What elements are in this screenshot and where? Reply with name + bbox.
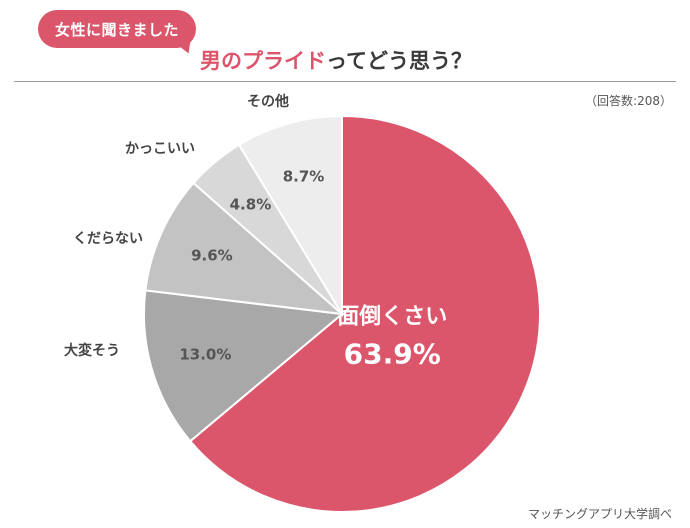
chart-title: 男のプライドってどう思う？: [200, 45, 472, 75]
badge-text: 女性に聞きました: [54, 20, 179, 39]
slice-label-cool: かっこいい: [125, 141, 195, 157]
slice-troublesome: [188, 114, 541, 513]
title-divider: [14, 81, 676, 82]
slice-value-cool: 4.8%: [230, 196, 272, 214]
survey-badge: 女性に聞きました: [38, 10, 196, 48]
slice-value-looks-hard: 13.0%: [179, 346, 231, 364]
slice-value-troublesome: 63.9%: [344, 337, 441, 370]
respondent-count: （回答数:208）: [585, 94, 672, 108]
title-accent: 男のプライド: [200, 49, 326, 73]
slice-label-silly: くだらない: [73, 231, 143, 247]
slice-label-other: その他: [247, 93, 289, 110]
slice-silly: [144, 181, 346, 316]
slice-label-looks-hard: 大変そう: [64, 342, 120, 359]
slice-value-other: 8.7%: [283, 168, 325, 186]
title-rest: ってどう思う？: [326, 49, 472, 73]
slice-other: [237, 114, 343, 318]
source-credit: マッチングアプリ大学調べ: [527, 507, 672, 521]
slice-value-silly: 9.6%: [191, 247, 233, 265]
slice-looks-hard: [143, 289, 345, 443]
slice-label-troublesome: 面倒くさい: [337, 304, 447, 329]
